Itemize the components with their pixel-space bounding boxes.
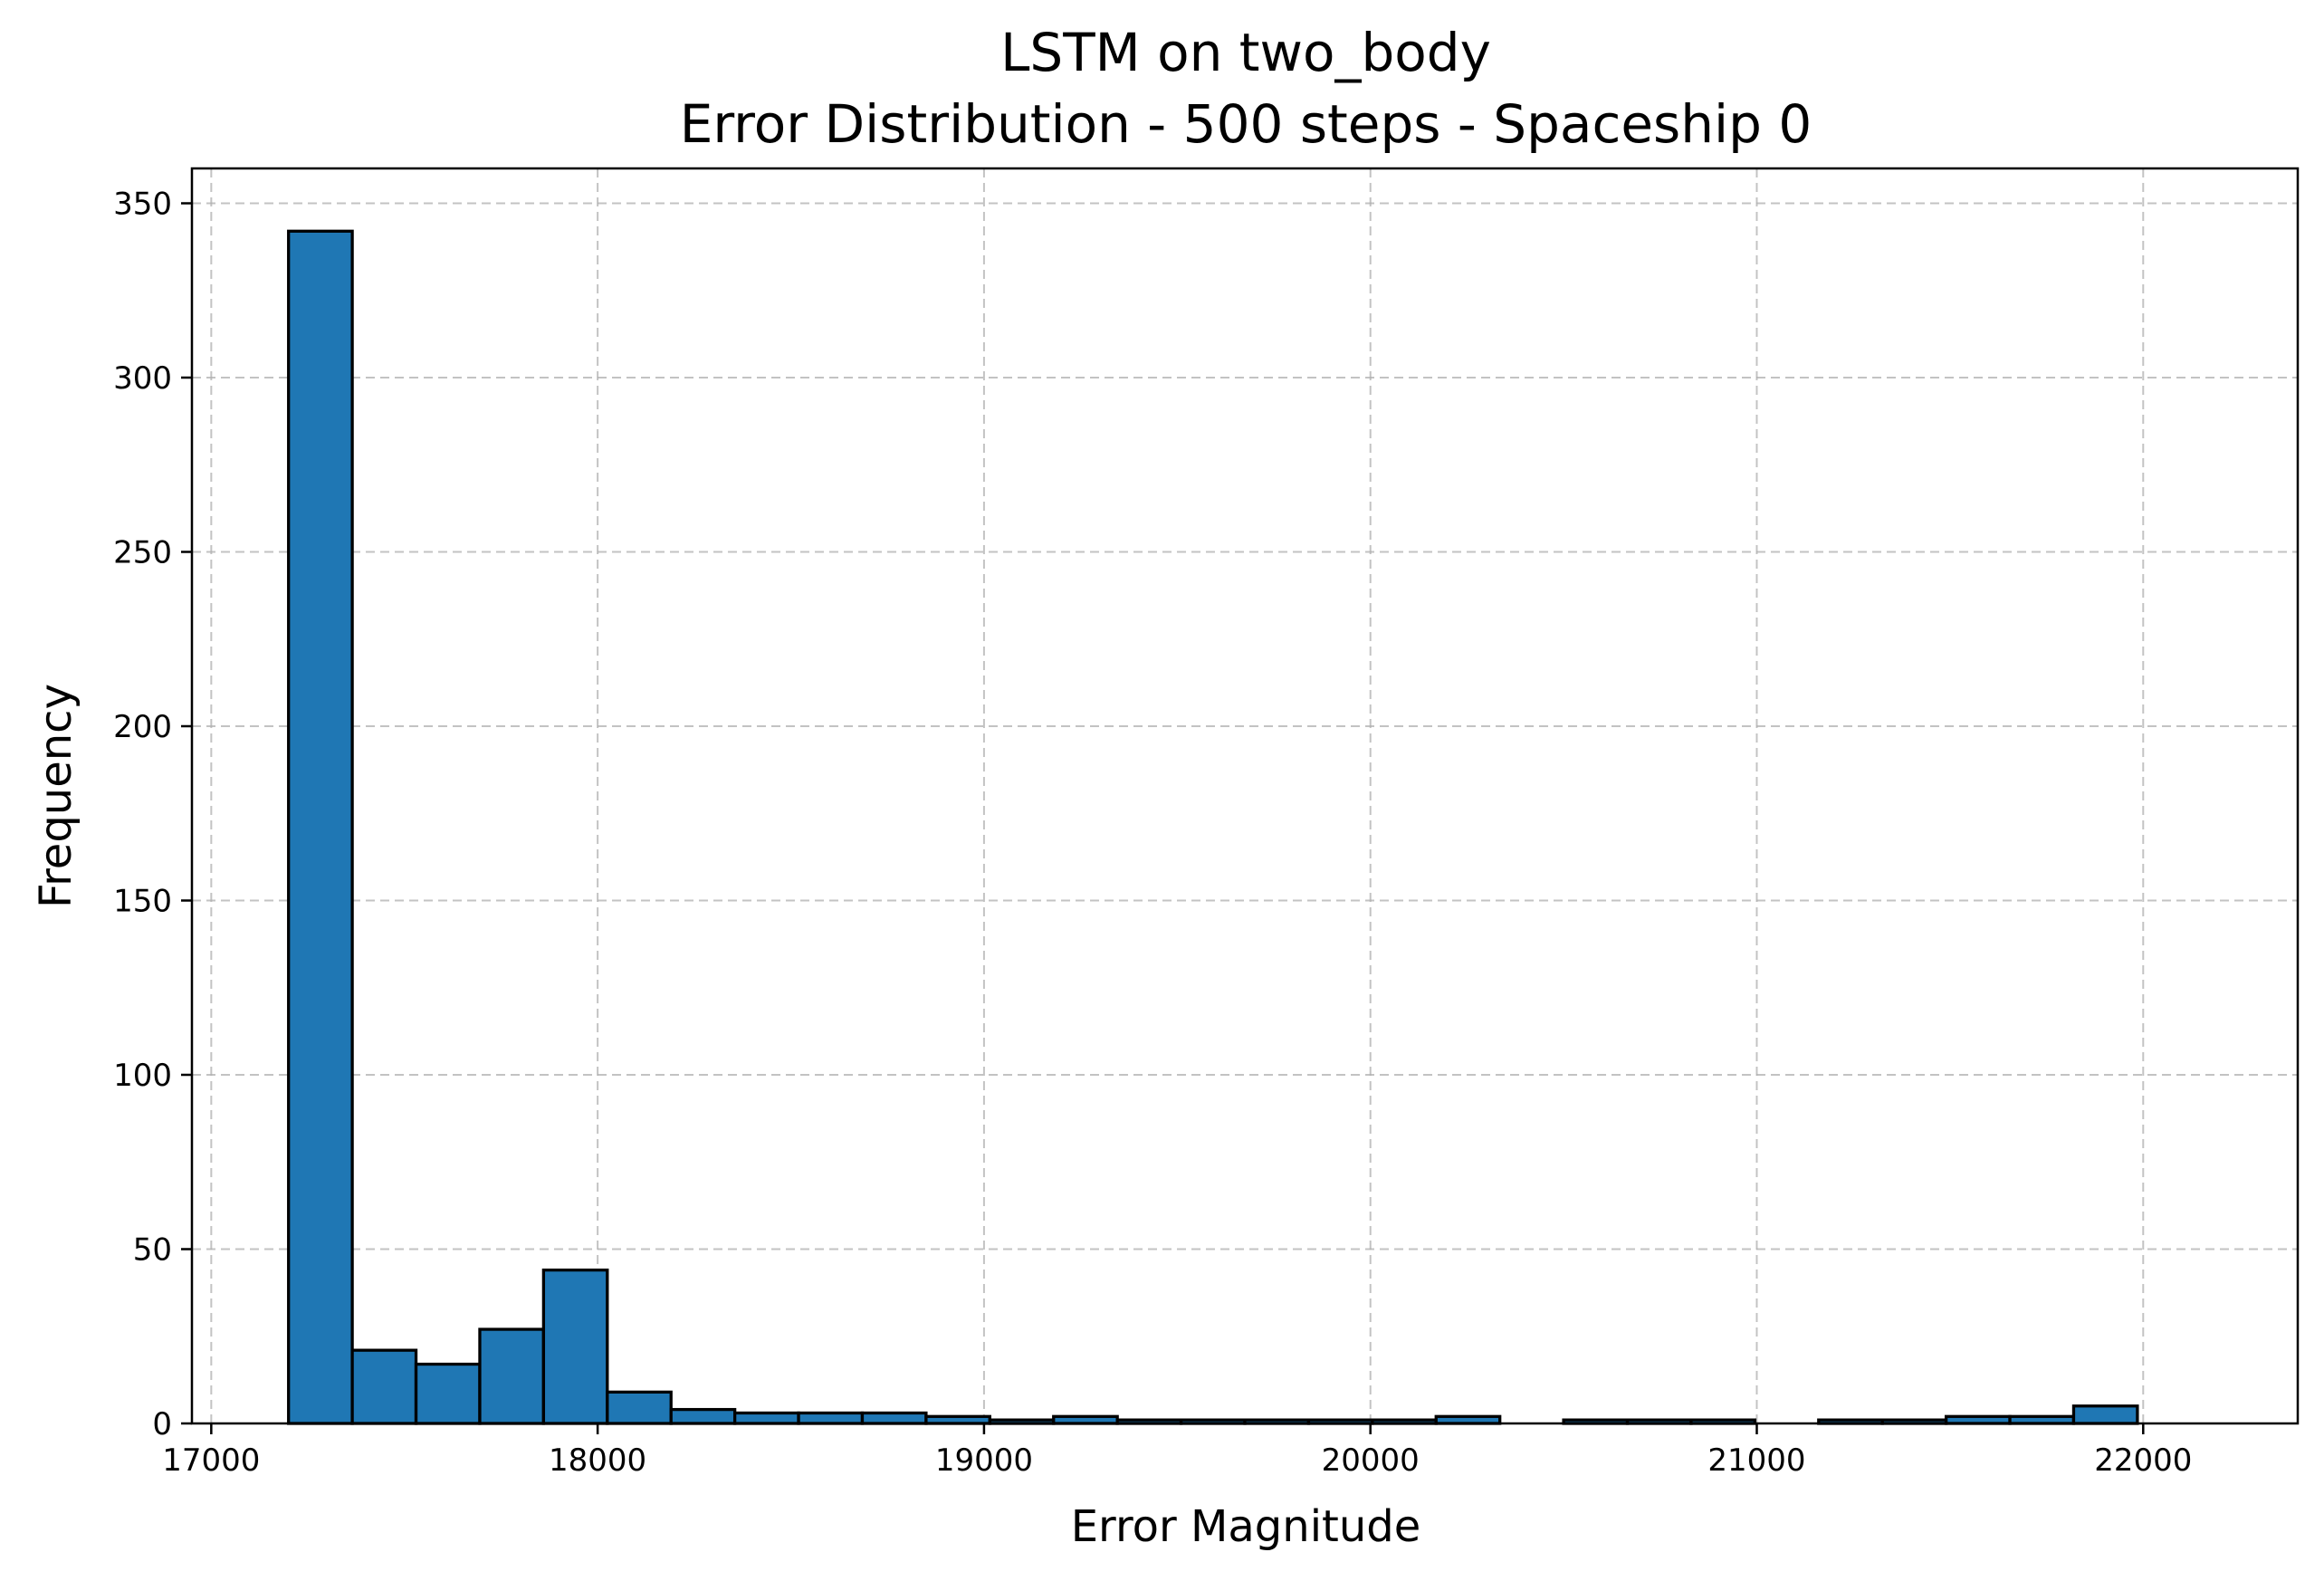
chart-title-line2: Error Distribution - 500 steps - Spacesh… xyxy=(680,93,1812,155)
bars-group xyxy=(287,229,2139,1425)
x-tick-label: 18000 xyxy=(549,1442,646,1479)
x-axis-label: Error Magnitude xyxy=(1071,1501,1421,1552)
y-tick-label: 0 xyxy=(152,1406,172,1442)
x-tick-label: 17000 xyxy=(162,1442,260,1479)
x-tick-label: 20000 xyxy=(1322,1442,1420,1479)
y-tick-label: 300 xyxy=(113,360,172,397)
y-tick-label: 50 xyxy=(133,1232,172,1269)
histogram-bar xyxy=(414,1362,482,1425)
histogram-bar xyxy=(860,1411,928,1425)
plot-frame xyxy=(190,167,2300,1425)
histogram-bar xyxy=(541,1268,609,1425)
y-tick-label: 250 xyxy=(113,535,172,571)
x-axis-ticks: 17000 18000 19000 20000 21000 22000 xyxy=(162,1423,2192,1479)
x-tick-label: 21000 xyxy=(1707,1442,1805,1479)
grid-lines xyxy=(192,168,2298,1424)
chart-title-line1: LSTM on two_body xyxy=(1000,22,1491,83)
histogram-bar xyxy=(606,1390,673,1425)
histogram-bar xyxy=(478,1327,546,1425)
histogram-bar xyxy=(287,229,354,1425)
y-tick-label: 100 xyxy=(113,1058,172,1094)
histogram-bar xyxy=(732,1411,800,1425)
x-tick-label: 22000 xyxy=(2094,1442,2192,1479)
y-tick-label: 350 xyxy=(113,187,172,223)
y-tick-label: 200 xyxy=(113,709,172,745)
x-tick-label: 19000 xyxy=(935,1442,1033,1479)
y-tick-label: 150 xyxy=(113,884,172,920)
y-axis-ticks: 0 50 100 150 200 250 300 350 xyxy=(113,187,192,1442)
y-axis-label: Frequency xyxy=(31,684,81,908)
histogram-bar xyxy=(2071,1404,2139,1425)
histogram-bar xyxy=(797,1411,865,1425)
histogram-bar xyxy=(669,1407,737,1425)
histogram-bar xyxy=(350,1348,418,1425)
